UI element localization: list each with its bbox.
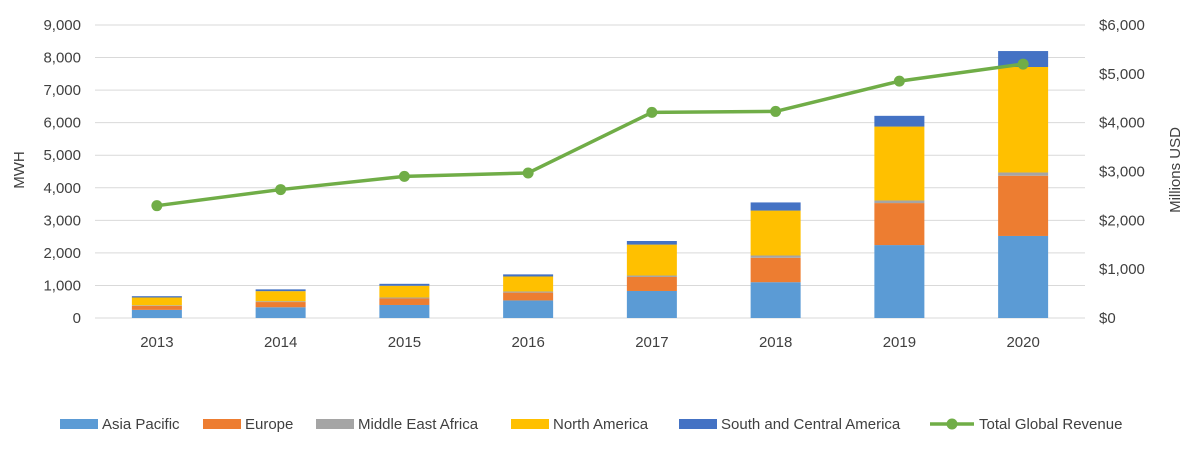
bar-segment-europe [255,302,306,308]
bar-segment-north-america [503,276,554,292]
x-tick-label: 2016 [511,334,544,351]
y2-tick-label: $0 [1099,310,1116,327]
bar-segment-north-america [874,126,925,201]
bar-segment-asia-pacific [626,290,677,318]
bar-segment-south-and-central-america [874,115,925,127]
bar-segment-asia-pacific [131,309,182,318]
legend-swatch [679,419,717,429]
x-tick-label: 2015 [388,334,421,351]
legend-swatch [60,419,98,429]
bar-segment-middle-east-africa [750,255,801,258]
bar-segment-south-and-central-america [255,289,306,292]
gridlines [95,24,1085,319]
legend-label: South and Central America [721,416,901,433]
revenue-point [1017,58,1029,70]
bar-segment-asia-pacific [750,282,801,318]
bar-segment-asia-pacific [998,235,1049,318]
legend-label: Europe [245,416,293,433]
bar-segment-asia-pacific [874,245,925,318]
y-tick-label: 4,000 [43,180,81,197]
y-tick-label: 5,000 [43,147,81,164]
bar-segment-south-and-central-america [750,202,801,211]
bar-segment-middle-east-africa [626,275,677,277]
y-tick-label: 1,000 [43,277,81,294]
bar-segment-middle-east-africa [874,200,925,204]
y-tick-label: 7,000 [43,82,81,99]
y-tick-label: 9,000 [43,17,81,34]
legend-marker [946,418,958,430]
y-axis-title: MWH [11,151,28,189]
revenue-point [522,167,534,179]
legend-swatch [316,419,354,429]
revenue-point [770,105,782,117]
legend-swatch [203,419,241,429]
bar-segment-middle-east-africa [379,297,430,299]
bar-segment-north-america [131,297,182,306]
bar-segment-middle-east-africa [255,301,306,303]
bar-segment-europe [626,276,677,291]
bar-segment-europe [379,298,430,305]
y-tick-label: 8,000 [43,50,81,67]
revenue-point [151,200,163,212]
bar-segment-north-america [750,210,801,256]
revenue-point [398,170,410,182]
revenue-point [646,106,658,118]
bar-segment-asia-pacific [503,300,554,318]
bar-segment-south-and-central-america [379,283,430,286]
bar-segment-north-america [379,285,430,298]
y2-tick-label: $5,000 [1099,66,1145,83]
bar-segment-europe [131,305,182,310]
bar-segment-europe [750,257,801,283]
y-tick-label: 2,000 [43,245,81,262]
revenue-line [151,58,1029,212]
x-tick-label: 2020 [1006,334,1039,351]
bar-segment-europe [503,292,554,301]
legend: Asia Pacific Europe Middle East Africa Nort… [60,416,1122,433]
bars [131,51,1049,318]
legend-swatch [511,419,549,429]
legend-label: Total Global Revenue [979,416,1122,433]
bar-segment-asia-pacific [255,307,306,318]
bar-segment-asia-pacific [379,304,430,318]
bar-segment-north-america [255,291,306,302]
legend-label: Asia Pacific [102,416,180,433]
bar-segment-north-america [626,244,677,276]
x-tick-label: 2019 [883,334,916,351]
revenue-point [275,184,287,196]
y2-tick-label: $1,000 [1099,261,1145,278]
axes: 0 1,000 2,000 3,000 4,000 5,000 6,000 7,000 8,00… [43,17,1144,351]
x-tick-label: 2018 [759,334,792,351]
bar-segment-north-america [998,66,1049,173]
y-tick-label: 3,000 [43,212,81,229]
bar-segment-europe [998,175,1049,236]
bar-segment-middle-east-africa [998,172,1049,176]
bar-segment-europe [874,203,925,246]
bar-segment-middle-east-africa [131,305,182,306]
y2-tick-label: $2,000 [1099,212,1145,229]
revenue-line-path [156,62,1024,208]
legend-label: Middle East Africa [358,416,479,433]
bar-segment-south-and-central-america [131,296,182,298]
y2-tick-label: $4,000 [1099,115,1145,132]
y2-axis-title: Millions USD [1167,127,1184,213]
y-tick-label: 6,000 [43,115,81,132]
x-tick-label: 2017 [635,334,668,351]
legend-label: North America [553,416,649,433]
y2-tick-label: $3,000 [1099,164,1145,181]
bar-segment-middle-east-africa [503,291,554,293]
x-tick-label: 2014 [264,334,297,351]
revenue-point [893,75,905,87]
bar-segment-south-and-central-america [626,241,677,245]
y-tick-label: 0 [73,310,81,327]
y2-tick-label: $6,000 [1099,17,1145,34]
x-tick-label: 2013 [140,334,173,351]
bar-segment-south-and-central-america [503,274,554,277]
